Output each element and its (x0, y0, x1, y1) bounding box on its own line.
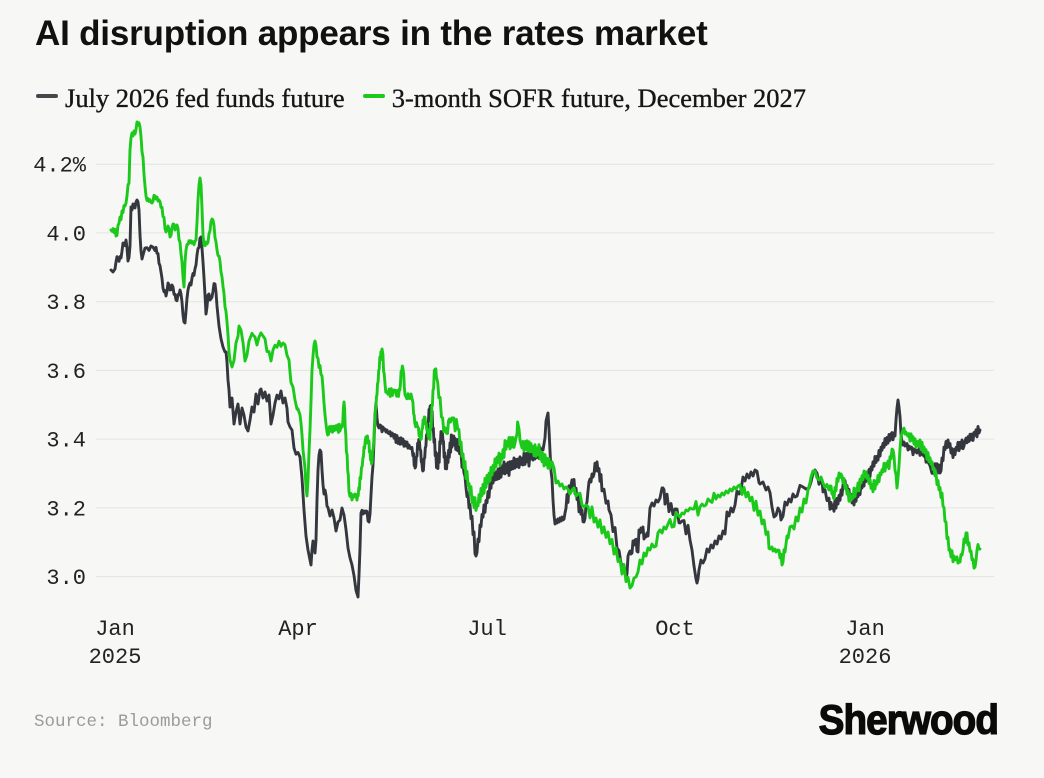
svg-text:4.0: 4.0 (46, 222, 86, 247)
svg-text:2026: 2026 (839, 645, 892, 670)
svg-text:3.0: 3.0 (46, 566, 86, 591)
svg-text:3.2: 3.2 (46, 497, 86, 522)
svg-text:Apr: Apr (278, 617, 318, 642)
svg-text:Jan: Jan (95, 617, 135, 642)
svg-text:4.2%: 4.2% (33, 154, 87, 179)
svg-text:3.6: 3.6 (46, 360, 86, 385)
svg-text:3.4: 3.4 (46, 429, 86, 454)
svg-text:Jan: Jan (845, 617, 885, 642)
svg-text:3.8: 3.8 (46, 291, 86, 316)
svg-text:Oct: Oct (655, 617, 695, 642)
svg-text:Jul: Jul (467, 617, 507, 642)
svg-text:2025: 2025 (89, 645, 142, 670)
